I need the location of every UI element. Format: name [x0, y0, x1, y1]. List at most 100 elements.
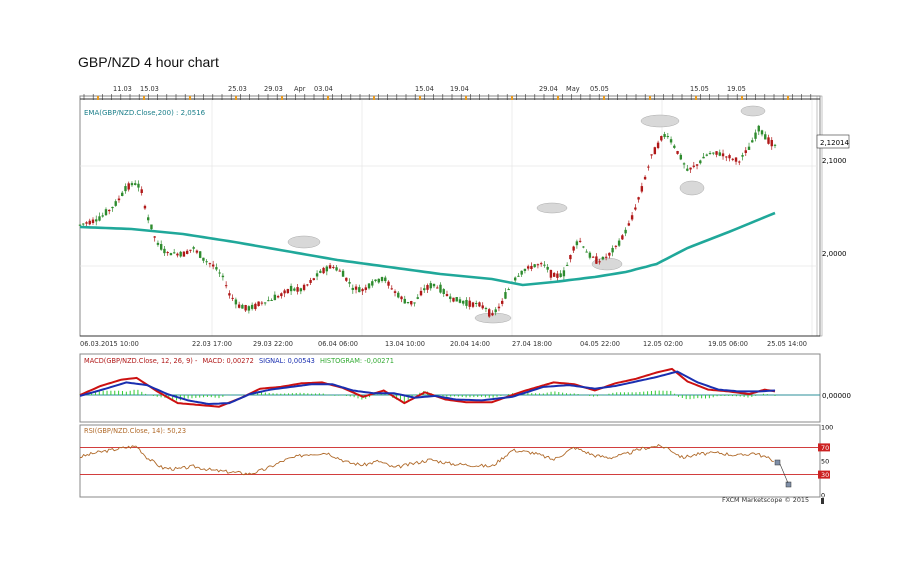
candle-body [335, 267, 338, 271]
top-date-label: 15.05 [690, 85, 709, 93]
macd-label-main: MACD(GBP/NZD.Close, 12, 26, 9) - [84, 357, 198, 365]
price-gridlines [80, 100, 817, 336]
session-marker [741, 96, 743, 100]
candle-body [387, 281, 390, 286]
candle-body [608, 252, 611, 256]
candle-body [767, 137, 770, 144]
session-marker [327, 96, 329, 100]
rsi-panel: RSI(GBP/NZD.Close, 14): 50,23 100 70 50 30 0… [79, 424, 833, 504]
session-marker [97, 96, 99, 100]
candle-body [166, 252, 169, 254]
candle-body [705, 154, 708, 156]
candle-body [692, 165, 696, 167]
candle-body [150, 224, 153, 230]
candle-body [533, 264, 536, 268]
candle-body [712, 152, 715, 154]
candle-body [760, 130, 764, 135]
candle-body [267, 300, 270, 302]
candle-body [741, 155, 744, 157]
candle-body [390, 288, 393, 290]
candle-body [442, 289, 445, 295]
candle-body [536, 264, 540, 266]
candle-body [228, 293, 231, 296]
candle-body [319, 270, 322, 273]
candle-body [289, 285, 293, 292]
candle-body [189, 249, 192, 251]
scroll-handle[interactable] [821, 498, 824, 504]
candle-body [143, 205, 147, 209]
candle-body [208, 263, 212, 265]
candle-body [559, 273, 562, 278]
candle-body [244, 305, 247, 311]
candle-body [263, 302, 267, 304]
candle-body [397, 292, 400, 298]
candle-body [465, 299, 468, 306]
candle-body [523, 268, 527, 271]
candle-body [270, 299, 273, 301]
bottom-date-label: 19.05 06:00 [708, 340, 748, 348]
candle-body [250, 304, 254, 309]
candle-body [682, 163, 686, 165]
candle-body [591, 256, 595, 258]
candle-body [673, 145, 676, 148]
ema-label: EMA(GBP/NZD.Close,200) : 2,0516 [84, 109, 206, 117]
candle-body [634, 207, 637, 210]
candle-body [653, 147, 657, 155]
candle-body [513, 277, 517, 281]
candle-body [669, 139, 673, 143]
candle-body [195, 250, 199, 253]
candle-body [202, 257, 205, 261]
current-price-box-bg [816, 134, 850, 149]
candle-body [552, 273, 556, 277]
candle-body [562, 270, 566, 277]
candle-body [439, 284, 442, 293]
candle-body [517, 275, 520, 277]
candle-body [108, 209, 111, 212]
macd-label-histogram: HISTOGRAM: -0,00271 [320, 357, 394, 365]
signal-line [79, 370, 776, 406]
candle-body [647, 166, 650, 168]
annotation-oval [679, 180, 705, 196]
candle-body [588, 252, 592, 258]
candle-body [231, 297, 234, 299]
candle-body [432, 283, 436, 287]
macd-zero-label: 0,00000 [822, 392, 851, 400]
candle-body [686, 168, 689, 171]
rsi-marker-top [774, 459, 781, 466]
candle-body [273, 294, 277, 301]
price-tick-label: 2,1000 [822, 157, 847, 165]
candle-body [328, 265, 332, 269]
session-marker [557, 96, 559, 100]
candle-body [283, 290, 286, 294]
candle-body [721, 153, 725, 157]
top-date-label: 29.03 [264, 85, 283, 93]
candle-body [280, 293, 283, 297]
rsi-tick-label: 30 [821, 471, 829, 479]
candle-body [247, 306, 251, 311]
bottom-date-label: 20.04 14:00 [450, 340, 490, 348]
candle-body [497, 306, 501, 309]
current-price-box: 2,12014 [816, 134, 850, 149]
candle-body [526, 266, 530, 269]
candle-body [293, 288, 296, 291]
candle-body [159, 244, 163, 250]
candle-body [296, 287, 299, 292]
macd-line [79, 367, 776, 408]
bottom-date-labels: 06.03.2015 10:00 22.03 17:00 29.03 22:00 06… [80, 340, 807, 348]
candle-body [569, 255, 572, 260]
session-marker [143, 96, 145, 100]
candle-body [185, 250, 189, 254]
macd-label-signal: SIGNAL: 0,00543 [259, 357, 315, 365]
bottom-date-label: 27.04 18:00 [512, 340, 552, 348]
rsi-tick-label: 70 [821, 444, 829, 452]
session-marker [511, 96, 513, 100]
candle-body [332, 266, 335, 268]
candle-body [731, 158, 734, 160]
candle-body [488, 309, 491, 317]
candle-body [426, 285, 429, 290]
candle-body [614, 245, 618, 247]
candle-body [650, 154, 653, 156]
candle-body [338, 270, 342, 272]
candle-body [416, 297, 419, 299]
bottom-date-label: 25.05 14:00 [767, 340, 807, 348]
